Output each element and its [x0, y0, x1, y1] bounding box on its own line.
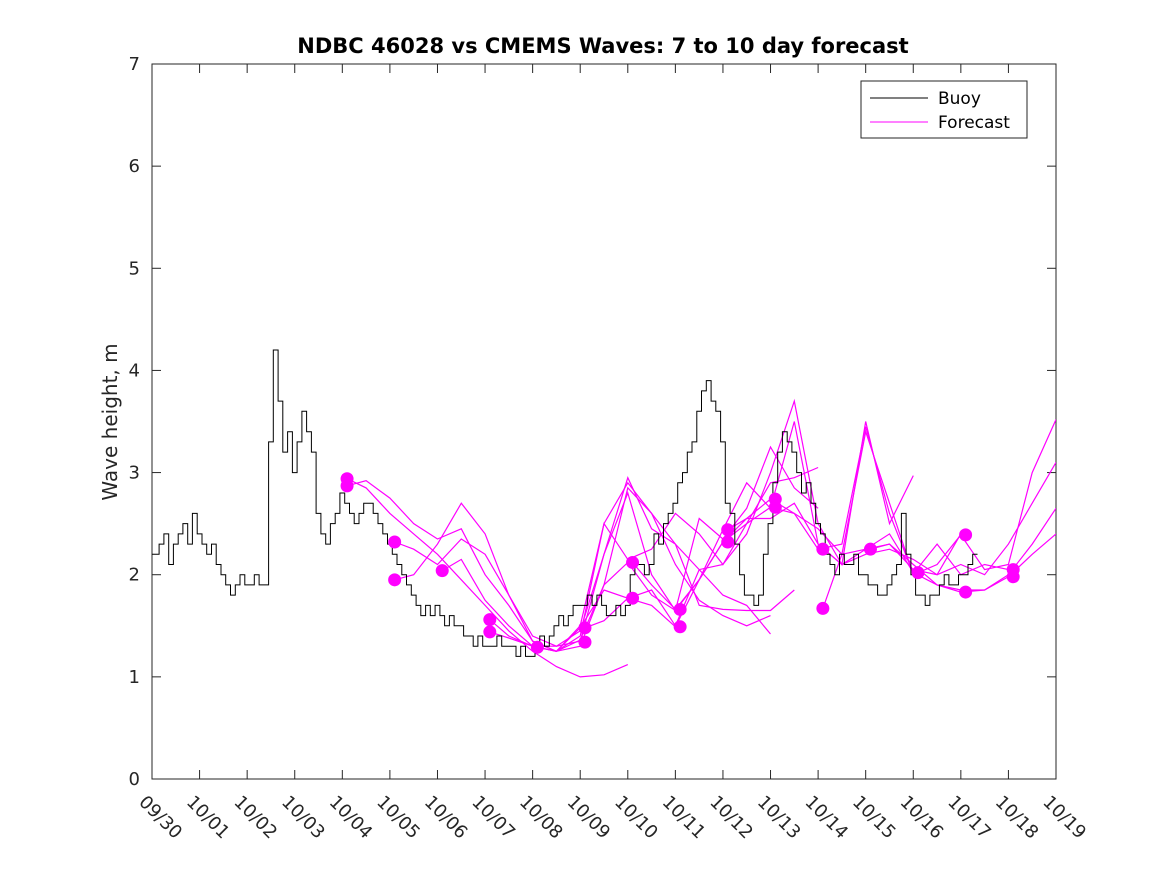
forecast-marker	[959, 585, 973, 599]
forecast-marker	[626, 555, 640, 569]
y-tick-label: 1	[129, 667, 140, 688]
y-tick-label: 6	[129, 156, 140, 177]
y-tick-label: 5	[129, 258, 140, 279]
forecast-marker	[673, 620, 687, 634]
forecast-marker	[626, 591, 640, 605]
forecast-series-line	[537, 421, 962, 652]
axes-box	[151, 63, 1057, 780]
forecast-marker	[673, 602, 687, 616]
forecast-marker	[816, 601, 830, 615]
forecast-marker	[721, 523, 735, 537]
y-axis-label: Wave height, m	[98, 343, 122, 500]
forecast-series-line	[822, 419, 1056, 609]
forecast-marker	[959, 528, 973, 542]
y-tick-label: 2	[129, 565, 140, 586]
forecast-marker	[388, 535, 402, 549]
forecast-marker	[768, 500, 782, 514]
legend-buoy-label: Buoy	[938, 89, 981, 109]
legend: Buoy Forecast	[860, 80, 1028, 139]
forecast-marker	[863, 542, 877, 556]
forecast-marker	[721, 535, 735, 549]
data-layer	[152, 349, 1056, 678]
plot-area: 0123456709/3010/0110/0210/0310/0410/0510…	[129, 54, 1090, 843]
chart-title: NDBC 46028 vs CMEMS Waves: 7 to 10 day f…	[297, 34, 908, 58]
y-tick-label: 0	[129, 769, 140, 790]
y-tick-label: 7	[129, 54, 140, 75]
buoy-line	[152, 349, 978, 657]
forecast-marker	[1006, 570, 1020, 584]
forecast-marker	[483, 613, 497, 627]
forecast-marker	[435, 564, 449, 578]
forecast-marker	[816, 542, 830, 556]
forecast-series-line	[870, 462, 1056, 576]
forecast-marker	[340, 479, 354, 493]
forecast-marker	[388, 573, 402, 587]
legend-forecast-label: Forecast	[938, 113, 1010, 133]
forecast-marker	[530, 640, 544, 654]
forecast-series-line	[346, 478, 629, 678]
forecast-marker	[578, 635, 592, 649]
legend-box	[860, 80, 1028, 139]
y-tick-label: 4	[129, 360, 140, 381]
forecast-marker	[911, 566, 925, 580]
forecast-marker	[483, 625, 497, 639]
y-tick-label: 3	[129, 463, 140, 484]
forecast-marker	[578, 621, 592, 635]
